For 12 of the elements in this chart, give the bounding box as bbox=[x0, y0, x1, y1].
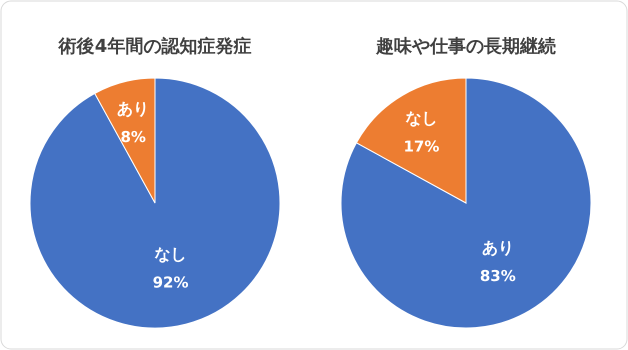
slice-label: あり bbox=[117, 99, 150, 118]
slice-label: あり bbox=[482, 238, 514, 257]
data-label: 92% bbox=[152, 274, 188, 292]
slice-label: なし bbox=[405, 108, 438, 128]
data-label: 8% bbox=[120, 128, 146, 146]
pie-slice bbox=[30, 78, 280, 328]
pie-slice bbox=[340, 78, 592, 328]
chart-title: 術後4年間の認知症発症 bbox=[58, 36, 252, 57]
data-label: 17% bbox=[404, 138, 440, 156]
slice-label: なし bbox=[154, 244, 187, 264]
data-label: 83% bbox=[480, 266, 516, 285]
chart-title: 趣味や仕事の長期継続 bbox=[375, 36, 556, 57]
